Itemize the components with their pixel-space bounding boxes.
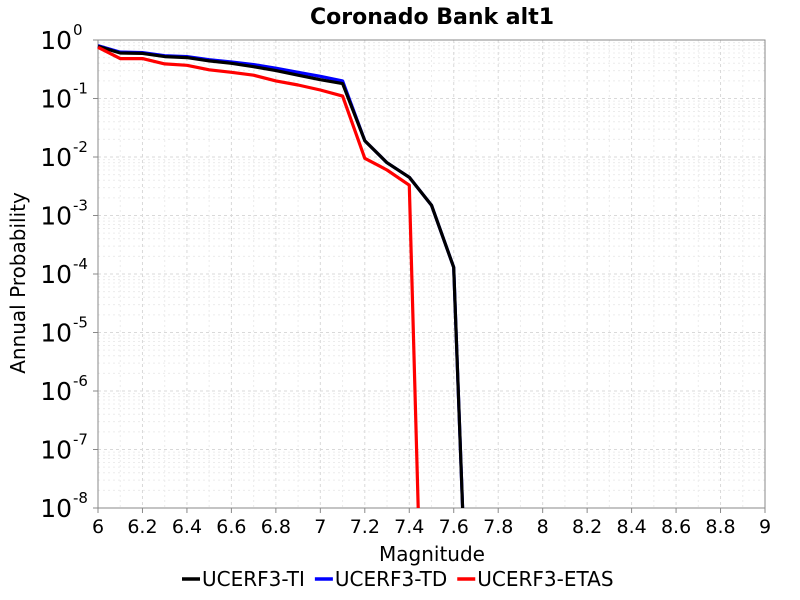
y-tick-label: 10 -6 xyxy=(40,372,88,406)
y-tick-label: 10 -1 xyxy=(40,80,88,114)
x-axis-label: Magnitude xyxy=(379,542,485,566)
x-tick-label: 6.8 xyxy=(261,516,291,538)
y-tick-base: 10 xyxy=(40,85,72,114)
x-tick-labels: 6 6.2 6.4 6.6 6.8 7 7.2 7.4 7.6 7.8 8 8.2 8.4 8.6 8.8 9 xyxy=(92,508,771,538)
series-line-ucerf3-etas xyxy=(97,45,420,509)
series-layer xyxy=(97,44,465,509)
x-tick-label: 7.4 xyxy=(394,516,424,538)
legend-item-ucerf3-etas: UCERF3-ETAS xyxy=(457,567,614,591)
y-tick-label: 10 -7 xyxy=(40,431,88,465)
x-tick-label: 8.2 xyxy=(572,516,602,538)
x-tick-label: 8.6 xyxy=(661,516,691,538)
x-tick-label: 7.2 xyxy=(350,516,380,538)
x-tick-label: 6 xyxy=(92,516,104,538)
y-tick-base: 10 xyxy=(40,436,72,465)
y-tick-label: 10 -2 xyxy=(40,138,88,172)
y-tick-base: 10 xyxy=(40,26,72,55)
x-tick-label: 9 xyxy=(759,516,771,538)
y-tick-label: 10 -8 xyxy=(40,489,88,523)
grid xyxy=(97,39,766,509)
x-tick-label: 6.6 xyxy=(216,516,246,538)
y-tick-label: 10 0 xyxy=(40,21,82,55)
y-tick-exponent: -6 xyxy=(73,372,88,390)
y-tick-exponent: 0 xyxy=(73,21,83,39)
chart-title: Coronado Bank alt1 xyxy=(310,5,554,30)
y-tick-base: 10 xyxy=(40,494,72,523)
legend-item-ucerf3-td: UCERF3-TD xyxy=(314,567,447,591)
legend-label: UCERF3-ETAS xyxy=(477,567,613,591)
x-tick-label: 7 xyxy=(314,516,326,538)
y-tick-exponent: -5 xyxy=(73,314,88,332)
legend-label: UCERF3-TI xyxy=(202,567,305,591)
legend-item-ucerf3-ti: UCERF3-TI xyxy=(182,567,305,591)
y-tick-base: 10 xyxy=(40,319,72,348)
y-tick-label: 10 -3 xyxy=(40,197,88,231)
y-tick-label: 10 -4 xyxy=(40,255,88,289)
y-tick-base: 10 xyxy=(40,260,72,289)
y-tick-exponent: -7 xyxy=(73,431,88,449)
y-tick-exponent: -2 xyxy=(73,138,88,156)
y-tick-base: 10 xyxy=(40,377,72,406)
series-line-ucerf3-td xyxy=(97,44,465,509)
y-tick-exponent: -3 xyxy=(73,197,88,215)
x-tick-label: 8.8 xyxy=(705,516,735,538)
legend-label: UCERF3-TD xyxy=(335,567,447,591)
y-tick-label: 10 -5 xyxy=(40,314,88,348)
x-tick-label: 7.6 xyxy=(439,516,469,538)
x-tick-label: 7.8 xyxy=(483,516,513,538)
x-tick-label: 8 xyxy=(537,516,549,538)
x-tick-label: 8.4 xyxy=(616,516,646,538)
y-tick-exponent: -1 xyxy=(73,80,88,98)
y-tick-exponent: -4 xyxy=(73,255,88,273)
y-tick-base: 10 xyxy=(40,202,72,231)
x-tick-label: 6.2 xyxy=(127,516,157,538)
x-tick-label: 6.4 xyxy=(172,516,202,538)
series-line-ucerf3-ti xyxy=(97,44,465,509)
y-axis-label: Annual Probability xyxy=(6,192,30,374)
legend: UCERF3-TI UCERF3-TD UCERF3-ETAS xyxy=(182,567,614,591)
y-tick-base: 10 xyxy=(40,143,72,172)
y-tick-exponent: -8 xyxy=(73,489,88,507)
